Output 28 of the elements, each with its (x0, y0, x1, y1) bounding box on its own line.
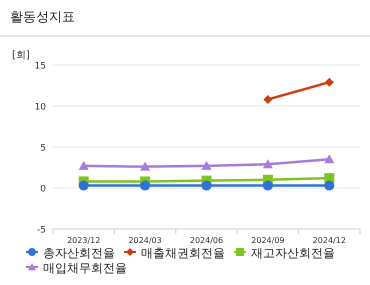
y-tick-label: -5 (37, 226, 46, 236)
y-tick-label: 15 (34, 62, 46, 72)
point (263, 94, 272, 104)
x-tick-label: 2024/06 (190, 236, 224, 245)
x-tick-label: 2024/12 (312, 236, 346, 245)
point (324, 154, 334, 164)
point (324, 180, 334, 191)
y-axis-title: [회] (12, 50, 30, 61)
y-tick-label: 10 (34, 102, 46, 112)
point (324, 78, 334, 87)
point (202, 160, 212, 170)
x-tick-label: 2023/12 (67, 236, 100, 245)
legend-label: 재고자산회전율 (251, 246, 335, 260)
point (262, 159, 273, 168)
x-tick-label: 2024/03 (128, 236, 162, 245)
legend-label: 총자산회전율 (43, 246, 115, 260)
point (78, 160, 89, 170)
point (202, 180, 212, 191)
point (140, 162, 150, 171)
chart-title: 활동성지표 (10, 10, 75, 25)
legend-label: 매출채권회전율 (141, 246, 225, 260)
y-tick-label: 5 (40, 144, 46, 154)
legend-label: 매입채무회전율 (43, 261, 127, 275)
point (78, 180, 89, 191)
point (140, 180, 150, 191)
x-tick-label: 2024/09 (251, 236, 285, 245)
y-tick-label: 0 (40, 184, 46, 194)
point (262, 180, 273, 191)
